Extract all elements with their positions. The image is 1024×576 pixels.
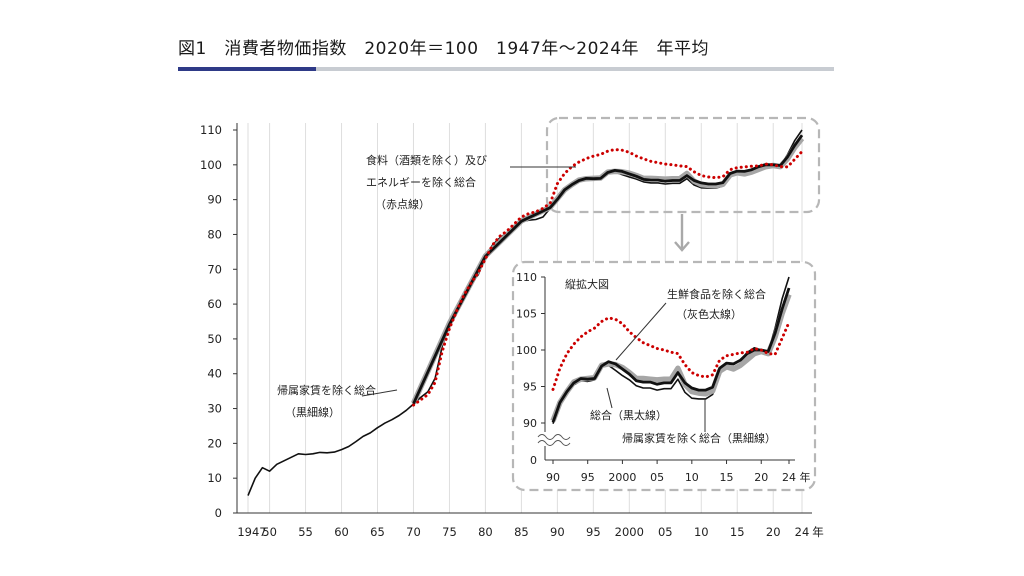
annotation-core: 総合（黒太線）	[590, 408, 667, 422]
main-y-tick-label: 60	[207, 297, 222, 311]
inset-frame	[511, 260, 817, 492]
inset-y-tick-label: 110	[516, 271, 537, 284]
main-x-tick-label: 75	[442, 525, 457, 539]
leader-line	[361, 389, 398, 397]
main-series	[247, 129, 805, 496]
main-y-tick-label: 50	[207, 332, 222, 346]
connector-arrowhead	[674, 241, 690, 252]
main-series-red-dotted	[412, 148, 804, 407]
inset-x-tick-label: 10	[685, 471, 699, 484]
main-x-tick-label: 24	[795, 525, 810, 539]
main-y-tick-label: 110	[200, 123, 222, 137]
inset-chart: 90 95 100 105 110 0 90 95 2000 05 10 15 20 24 年 縦拡大図生鮮食…	[511, 260, 817, 492]
inset-series-red-dotted	[551, 316, 791, 391]
leader-line	[615, 302, 667, 361]
main-y-tick-label: 80	[207, 227, 222, 241]
inset-x-unit: 年	[800, 470, 811, 484]
title-rule	[178, 67, 834, 71]
inset-y-zero-label: 0	[530, 454, 537, 467]
main-x-tick-label: 60	[334, 525, 349, 539]
inset-x-tick-label: 15	[720, 471, 734, 484]
main-x-tick-label: 15	[730, 525, 745, 539]
inset-x-tick-label: 20	[754, 471, 768, 484]
main-y-tick-label: 30	[207, 402, 222, 416]
annotation-excl-food-energy: エネルギーを除く総合	[366, 175, 476, 189]
main-x-unit: 年	[812, 525, 824, 539]
annotation-excl-rent: （黒細線）	[285, 405, 340, 419]
inset-x-tick-label: 24	[782, 471, 796, 484]
axis-break-mark	[537, 434, 571, 440]
axis-break-mark	[537, 440, 571, 446]
main-x-tick-label: 50	[262, 525, 277, 539]
inset-y-tick-label: 90	[523, 417, 537, 430]
main-x-tick-label: 1947	[237, 525, 266, 539]
annotation-excl-food-energy: 食料（酒類を除く）及び	[366, 153, 487, 167]
annotation-excl-rent-inset: 帰属家賃を除く総合（黒細線）	[622, 431, 776, 445]
main-y-tick-label: 0	[215, 506, 222, 520]
zoom-region-box	[545, 116, 821, 214]
main-series-black-thick	[412, 134, 804, 405]
inset-x-tick-label: 2000	[608, 471, 636, 484]
inset-title: 縦拡大図	[565, 277, 609, 291]
main-x-tick-label: 05	[658, 525, 673, 539]
main-y-tick-label: 70	[207, 262, 222, 276]
main-x-tick-label: 95	[586, 525, 601, 539]
leader-line	[606, 387, 613, 409]
annotation-excl-food-energy: （赤点線）	[375, 197, 430, 211]
inset-y-tick-label: 100	[516, 344, 537, 357]
annotation-excl-rent: 帰属家賃を除く総合	[277, 383, 376, 397]
inset-series-black-thick	[551, 287, 791, 423]
main-x-tick-label: 85	[514, 525, 529, 539]
inset-x-tick-label: 90	[546, 471, 560, 484]
zoom-region-box	[545, 116, 821, 214]
main-y-tick-label: 40	[207, 367, 222, 381]
main-x-tick-label: 10	[694, 525, 709, 539]
main-x-tick-label: 70	[406, 525, 421, 539]
page-title: 図1 消費者物価指数 2020年＝100 1947年～2024年 年平均	[178, 39, 710, 59]
inset-x-tick-label: 05	[650, 471, 664, 484]
main-x-tick-label: 20	[766, 525, 781, 539]
main-y-tick-label: 90	[207, 193, 222, 207]
main-x-tick-label: 65	[370, 525, 385, 539]
main-y-tick-label: 100	[200, 158, 222, 172]
main-x-tick-label: 80	[478, 525, 493, 539]
inset-y-tick-label: 105	[516, 308, 537, 321]
title-rule-accent	[178, 67, 316, 71]
main-x-tick-label: 2000	[615, 525, 644, 539]
inset-y-tick-label: 95	[523, 381, 537, 394]
zoom-connector	[674, 214, 690, 252]
main-x-tick-label: 55	[298, 525, 313, 539]
main-y-tick-label: 10	[207, 471, 222, 485]
annotation-excl-fresh: （灰色太線）	[676, 307, 742, 321]
annotation-excl-fresh: 生鮮食品を除く総合	[667, 287, 766, 301]
main-x-tick-label: 90	[550, 525, 565, 539]
inset-x-tick-label: 95	[581, 471, 595, 484]
main-y-tick-label: 20	[207, 436, 222, 450]
